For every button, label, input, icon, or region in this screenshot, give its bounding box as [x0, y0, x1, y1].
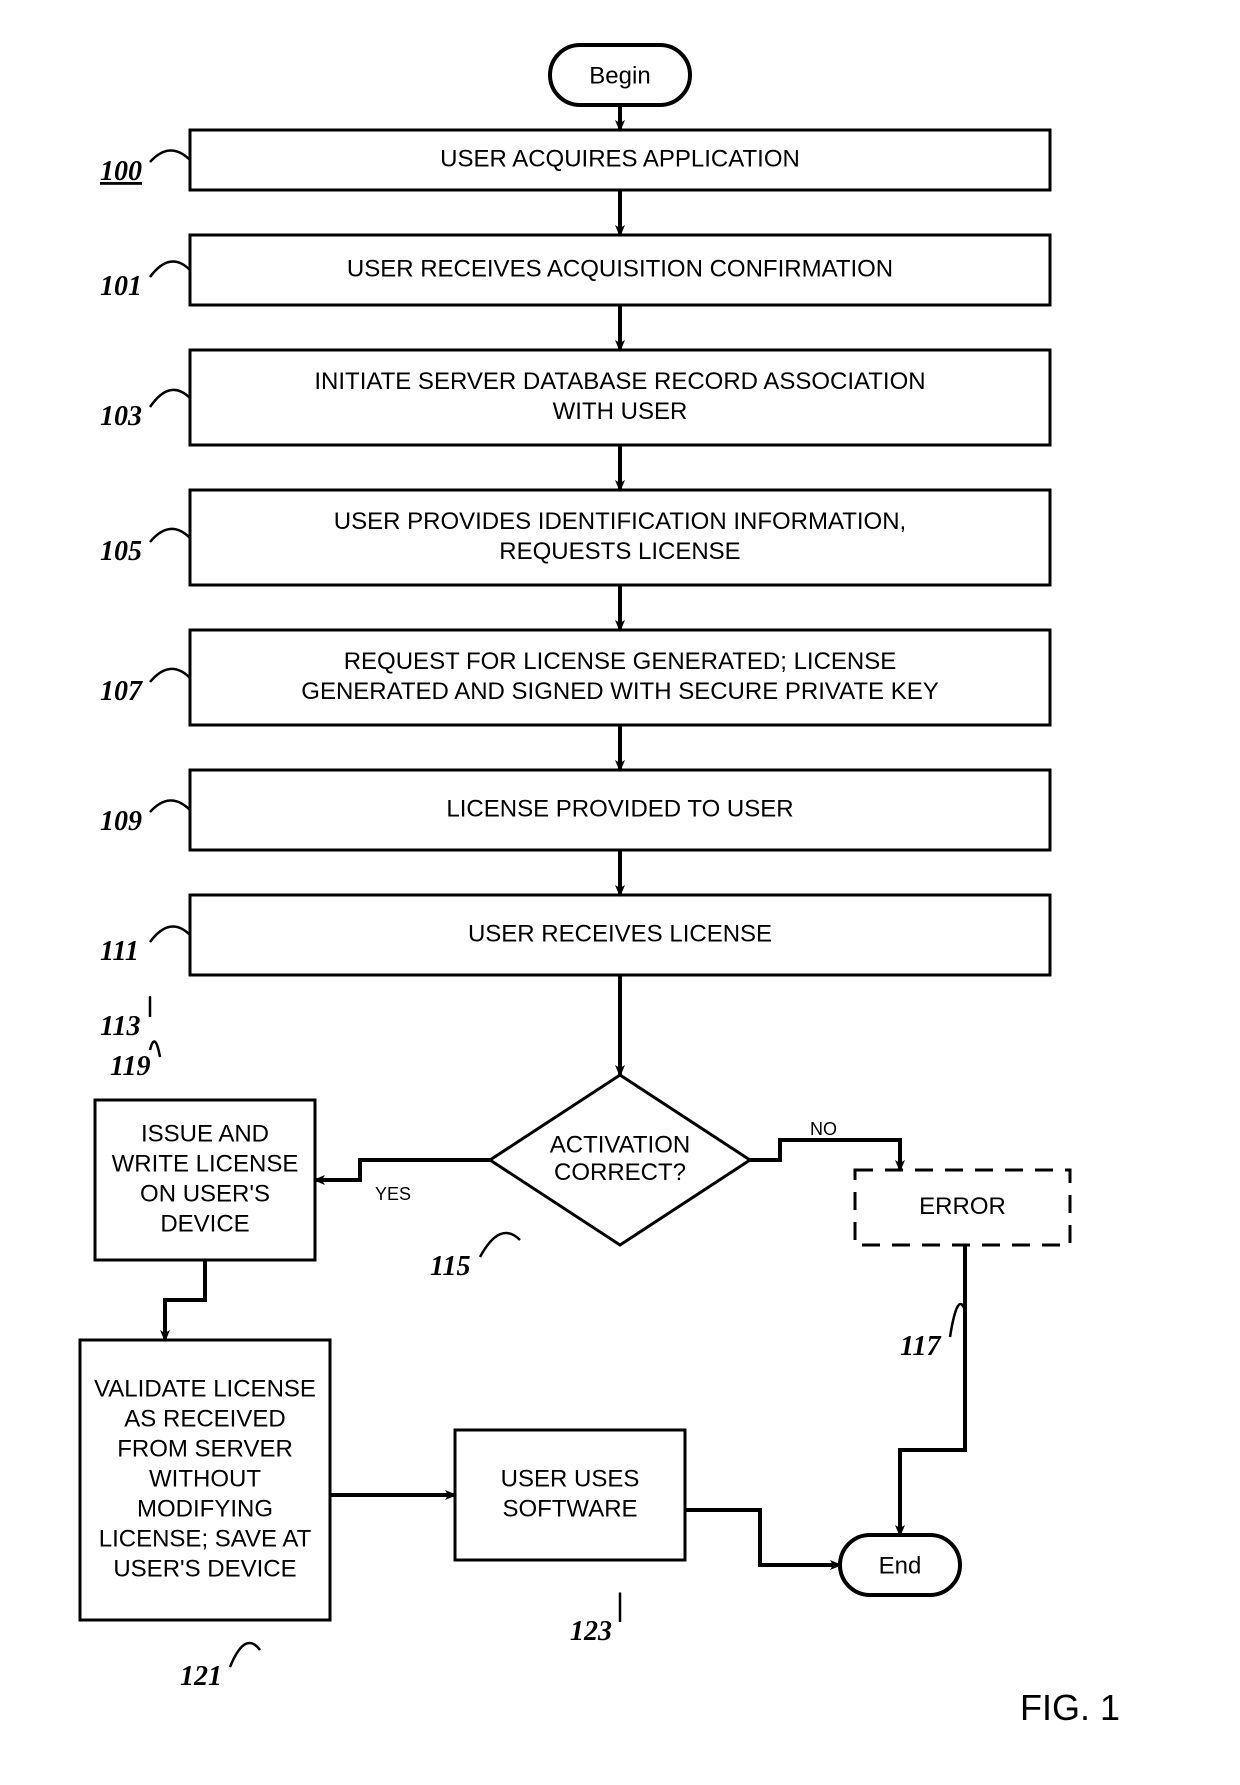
box-b111: LICENSE PROVIDED TO USER	[190, 770, 1050, 850]
box-b101-text-0: USER ACQUIRES APPLICATION	[440, 145, 800, 172]
ref-label-101: 101	[100, 271, 142, 302]
edge-label-yes: YES	[375, 1184, 411, 1204]
decision-115-text-0: ACTIVATION	[550, 1132, 690, 1159]
box-b105-text-1: WITH USER	[553, 398, 688, 425]
box-b113-text-0: USER RECEIVES LICENSE	[468, 920, 772, 947]
box-b121-text-2: FROM SERVER	[117, 1435, 293, 1462]
edge-label-no: NO	[810, 1119, 837, 1139]
box-b107-text-0: USER PROVIDES IDENTIFICATION INFORMATION…	[334, 508, 906, 535]
ref-label-109: 109	[100, 806, 142, 837]
box-berr-text-0: ERROR	[919, 1193, 1006, 1220]
box-b101: USER ACQUIRES APPLICATION	[190, 130, 1050, 190]
ref-label-107: 107	[100, 676, 143, 707]
box-b121: VALIDATE LICENSE AS RECEIVED FROM SERVER WI…	[80, 1340, 330, 1620]
terminal-begin: Begin	[550, 45, 690, 105]
box-b121-text-5: LICENSE; SAVE AT	[99, 1525, 312, 1552]
box-b121-text-6: USER'S DEVICE	[113, 1555, 296, 1582]
ref-label-117: 117	[900, 1331, 941, 1362]
figure-label: FIG. 1	[1020, 1687, 1120, 1728]
box-b121-text-1: AS RECEIVED	[124, 1405, 285, 1432]
terminal-end: End	[840, 1535, 960, 1595]
box-b121-text-4: MODIFYING	[137, 1495, 273, 1522]
terminal-begin-label: Begin	[589, 62, 650, 89]
box-b119-text-2: ON USER'S	[140, 1180, 270, 1207]
box-b109: REQUEST FOR LICENSE GENERATED; LICENSE GE…	[190, 630, 1050, 725]
ref-label-100: 100	[100, 156, 142, 187]
ref-label-113: 113	[100, 1011, 140, 1042]
box-b119-text-3: DEVICE	[160, 1210, 249, 1237]
box-b111-text-0: LICENSE PROVIDED TO USER	[446, 795, 793, 822]
decision-115-text-1: CORRECT?	[554, 1159, 686, 1186]
box-b105: INITIATE SERVER DATABASE RECORD ASSOCIAT…	[190, 350, 1050, 445]
box-b105-text-0: INITIATE SERVER DATABASE RECORD ASSOCIAT…	[314, 368, 925, 395]
box-b123-text-0: USER USES	[501, 1465, 640, 1492]
terminal-end-label: End	[879, 1552, 922, 1579]
box-b119-text-1: WRITE LICENSE	[112, 1150, 299, 1177]
box-b103: USER RECEIVES ACQUISITION CONFIRMATION	[190, 235, 1050, 305]
ref-label-123: 123	[570, 1616, 612, 1647]
ref-label-115: 115	[430, 1251, 470, 1282]
box-berr: ERROR	[855, 1170, 1070, 1245]
box-b119: ISSUE AND WRITE LICENSE ON USER'S DEVICE	[95, 1100, 315, 1260]
ref-label-121: 121	[180, 1661, 222, 1692]
box-b121-text-0: VALIDATE LICENSE	[94, 1375, 316, 1402]
box-b113: USER RECEIVES LICENSE	[190, 895, 1050, 975]
box-b123: USER USES SOFTWARE	[455, 1430, 685, 1560]
box-b109-text-1: GENERATED AND SIGNED WITH SECURE PRIVATE…	[301, 678, 938, 705]
box-b109-text-0: REQUEST FOR LICENSE GENERATED; LICENSE	[344, 648, 897, 675]
ref-label-111: 111	[100, 936, 139, 967]
box-b123-text-1: SOFTWARE	[502, 1495, 637, 1522]
box-b121-text-3: WITHOUT	[149, 1465, 261, 1492]
box-b119-text-0: ISSUE AND	[141, 1120, 269, 1147]
ref-label-119: 119	[110, 1051, 150, 1082]
box-b107: USER PROVIDES IDENTIFICATION INFORMATION…	[190, 490, 1050, 585]
ref-label-105: 105	[100, 536, 142, 567]
box-b103-text-0: USER RECEIVES ACQUISITION CONFIRMATION	[347, 255, 893, 282]
box-b107-text-1: REQUESTS LICENSE	[499, 538, 740, 565]
ref-label-103: 103	[100, 401, 142, 432]
